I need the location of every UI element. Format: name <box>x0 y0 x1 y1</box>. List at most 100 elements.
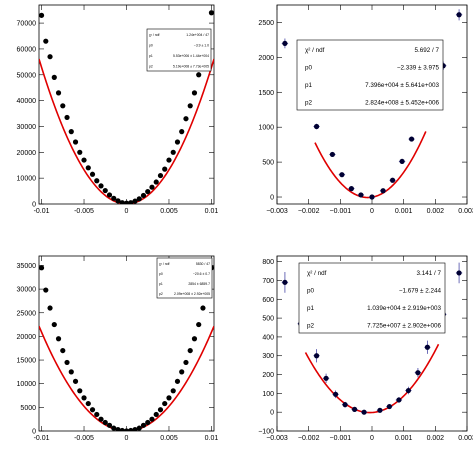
data-point <box>123 428 130 431</box>
stats-value: 7.396e+004 ± 5.641e+003 <box>365 82 439 89</box>
data-point <box>313 123 320 130</box>
data-point <box>55 336 62 342</box>
data-point <box>179 369 185 375</box>
data-point <box>140 422 147 428</box>
data-point <box>157 407 164 413</box>
data-point <box>39 265 45 271</box>
data-point <box>153 411 159 418</box>
data-point <box>399 158 405 165</box>
y-tick-label: 1000 <box>258 125 274 132</box>
data-point <box>60 103 66 109</box>
data-point <box>77 388 83 394</box>
data-point <box>98 183 104 189</box>
data-point <box>85 400 91 407</box>
chart-panel-bottom-left: 0 5000 10000 15000 20000 25000 30000 35000 -0.01… <box>17 255 219 442</box>
x-tick-label: 0.003 <box>458 208 473 215</box>
data-point <box>119 200 125 204</box>
stats-value: −1.679 ± 2.244 <box>399 287 442 294</box>
data-point <box>51 74 57 80</box>
y-tick-label: 5000 <box>20 405 36 412</box>
y-tick-label: −100 <box>258 429 274 436</box>
x-tick-label: −0.001 <box>330 208 352 215</box>
data-point <box>166 395 172 401</box>
data-point <box>170 149 176 155</box>
y-tick-label: 20000 <box>17 150 37 157</box>
data-point <box>351 406 358 412</box>
data-point <box>183 116 189 122</box>
data-point <box>115 426 121 431</box>
data-point <box>187 347 193 354</box>
stats-value: 5.53e+006 ± 1.44e+004 <box>173 54 209 58</box>
data-point <box>51 321 57 328</box>
y-tick-label: 500 <box>262 316 274 323</box>
data-point <box>179 129 185 135</box>
stats-box <box>146 28 212 72</box>
y-tick-label: 100 <box>262 391 274 398</box>
x-tick-label: −0.003 <box>266 208 288 215</box>
data-point <box>85 165 91 171</box>
stats-value: 5.19e+008 ± 7.73e+005 <box>173 65 209 69</box>
stats-label: p0 <box>305 64 313 71</box>
y-tick-label: 30000 <box>17 124 37 131</box>
data-point <box>145 188 151 195</box>
x-tick-label: 0.002 <box>427 435 445 442</box>
plot-area <box>281 9 463 200</box>
y-tick-label: 70000 <box>17 21 37 28</box>
stats-label: p0 <box>307 287 315 294</box>
data-point <box>313 353 320 359</box>
y-tick-label: 35000 <box>17 263 37 270</box>
stats-label: χ² / ndf <box>149 33 160 37</box>
fit-curve <box>39 58 214 204</box>
chart-panel-top-right: 0 500 1000 1500 2000 2500 −0.003 −0.002 −0.001 0 0… <box>258 4 473 215</box>
y-tick-label: 0 <box>270 195 274 202</box>
stats-value: 5830 / 47 <box>196 262 210 266</box>
y-tick-label: 0 <box>270 410 274 417</box>
data-point <box>332 391 339 397</box>
stats-value: −2.339 ± 3.975 <box>397 64 440 71</box>
stats-label: p1 <box>149 54 153 58</box>
data-point <box>348 186 355 192</box>
stats-value: 7.725e+007 ± 2.902e+006 <box>367 322 441 329</box>
plot-area <box>39 265 214 431</box>
y-tick-label: 30000 <box>17 287 37 294</box>
data-point <box>136 425 142 431</box>
data-point <box>282 40 288 47</box>
stats-label: χ² / ndf <box>305 47 325 54</box>
data-point <box>424 344 431 350</box>
data-point <box>149 416 155 422</box>
data-point <box>128 427 134 431</box>
x-tick-label: −0.003 <box>266 435 288 442</box>
data-point <box>81 395 87 401</box>
y-tick-label: 200 <box>262 372 274 379</box>
data-point <box>136 196 142 202</box>
data-point <box>408 136 415 142</box>
y-tick-label: 2500 <box>258 20 274 27</box>
data-point <box>386 403 393 410</box>
data-point <box>115 198 121 204</box>
x-tick-label: -0.01 <box>34 435 50 442</box>
x-tick-label: 0.01 <box>205 435 219 442</box>
data-point <box>102 187 108 194</box>
data-point <box>162 400 168 407</box>
data-point <box>123 200 130 204</box>
data-point <box>60 347 66 354</box>
data-point <box>358 192 364 198</box>
x-tick-label: 0.001 <box>395 435 413 442</box>
x-tick-label: 0 <box>370 208 374 215</box>
stats-value: 1.24e+004 / 47 <box>186 33 209 37</box>
x-tick-label: -0.01 <box>34 208 50 215</box>
data-point <box>72 139 79 145</box>
data-point <box>128 200 134 204</box>
y-tick-label: 400 <box>262 334 274 341</box>
stats-label: p1 <box>307 305 315 312</box>
stats-label: χ² / ndf <box>307 270 327 277</box>
data-point <box>43 38 49 44</box>
fit-curve <box>304 343 440 414</box>
data-point <box>153 179 159 185</box>
data-point <box>187 103 193 109</box>
stats-box <box>296 39 444 111</box>
data-point <box>43 287 49 293</box>
stats-label: p1 <box>159 282 163 286</box>
fit-curve <box>39 325 214 431</box>
x-tick-label: −0.002 <box>298 435 320 442</box>
